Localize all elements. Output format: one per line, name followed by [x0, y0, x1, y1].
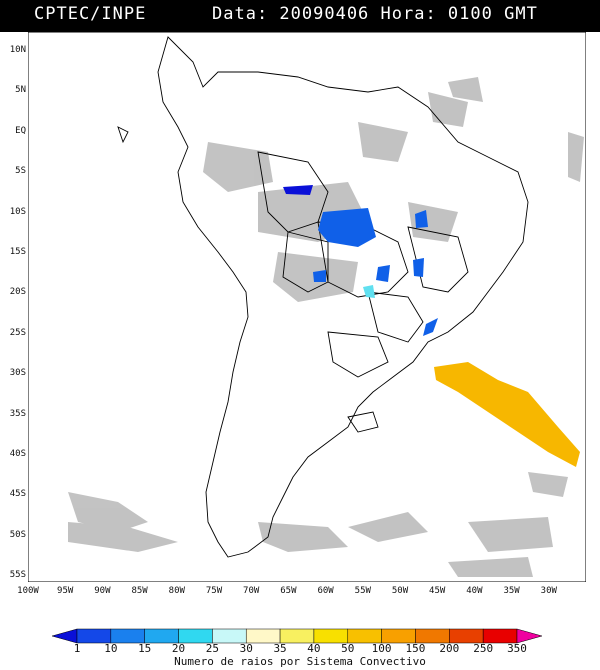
lon-label: 85W [131, 586, 148, 596]
lat-label: 10N [9, 45, 26, 55]
lon-label: 100W [17, 586, 39, 596]
header-source: CPTEC/INPE [34, 4, 147, 24]
lon-label: 95W [57, 586, 74, 596]
cell-blue-4 [313, 270, 326, 282]
colorbar-tick-label: 15 [138, 642, 152, 655]
colorbar-tick-label: 250 [473, 642, 494, 655]
colorbar-swatch [110, 628, 145, 644]
colorbar-tick-label: 25 [205, 642, 219, 655]
cell-blue-3 [415, 210, 428, 228]
colorbar-title: Numero de raios por Sistema Convectivo [174, 655, 426, 668]
lat-label: 10S [9, 206, 26, 217]
lon-label: 35W [503, 586, 520, 596]
colorbar-tick-label: 20 [171, 642, 186, 655]
cell-blue-5 [413, 258, 424, 277]
lon-label: 80W [168, 586, 185, 596]
cell-blue-6 [423, 318, 438, 336]
colorbar-swatch [76, 628, 112, 644]
lon-label: 70W [243, 586, 260, 596]
lon-label: 45W [429, 586, 446, 596]
colorbar-tick-label: 40 [307, 642, 321, 655]
lon-label: 50W [391, 586, 409, 596]
lat-label: 5N [15, 85, 26, 96]
lon-label: 40W [466, 586, 483, 596]
colorbar [52, 628, 542, 644]
colorbar-tick-label: 35 [273, 642, 287, 655]
lon-label: 65W [280, 586, 297, 596]
lat-label: 5S [15, 166, 26, 177]
cell-blue-1 [318, 208, 376, 247]
colorbar-swatch [516, 628, 542, 644]
colorbar-tick-label: 150 [405, 642, 426, 655]
cloud-cover [68, 77, 584, 577]
colorbar-swatch [313, 628, 349, 644]
lat-label: 40S [9, 449, 26, 459]
colorbar-swatch [381, 628, 416, 644]
cell-blue-2 [376, 265, 390, 282]
lat-label: 30S [9, 368, 26, 379]
lon-label: 75W [205, 586, 223, 596]
colorbar-swatch [178, 628, 213, 644]
colorbar-tick-label: 50 [341, 642, 355, 655]
map-frame [28, 32, 586, 582]
lat-label: 20S [9, 287, 26, 298]
colorbar-tick-label: 30 [239, 642, 253, 655]
colorbar-swatch [449, 628, 484, 644]
cell-dark-blue [283, 185, 313, 195]
colorbar-tick-label: 350 [507, 642, 527, 655]
lon-label: 55W [354, 586, 371, 596]
convective-cells [283, 185, 580, 467]
lon-label: 90W [94, 586, 111, 596]
colorbar-swatch [52, 628, 78, 644]
map-plot [28, 32, 586, 582]
lat-label: 25S [9, 327, 26, 338]
colorbar-swatch [415, 628, 450, 644]
cell-yellow-band [434, 362, 580, 467]
colorbar-tick-label: 10 [104, 642, 118, 655]
colorbar-swatch [144, 628, 179, 644]
lat-label: EQ [15, 125, 26, 136]
coastlines [117, 36, 529, 558]
lat-label: 45S [9, 489, 26, 500]
colorbar-swatch [482, 628, 518, 644]
lat-label: 55S [9, 570, 26, 581]
lon-label: 30W [540, 586, 557, 596]
colorbar-swatch [347, 628, 382, 644]
header-datetime: Data: 20090406 Hora: 0100 GMT [212, 4, 538, 24]
lat-label: 15S [9, 247, 26, 257]
colorbar-swatch [245, 628, 281, 644]
map-header: CPTEC/INPE Data: 20090406 Hora: 0100 GMT [0, 0, 600, 32]
colorbar-swatch [212, 628, 247, 644]
lat-label: 50S [9, 529, 26, 540]
lon-label: 60W [317, 586, 334, 596]
colorbar-tick-label: 1 [73, 642, 81, 655]
colorbar-tick-label: 100 [371, 642, 392, 655]
cell-cyan [363, 285, 375, 298]
colorbar-tick-label: 200 [439, 642, 460, 655]
lat-label: 35S [9, 408, 26, 419]
colorbar-swatch [279, 628, 315, 644]
